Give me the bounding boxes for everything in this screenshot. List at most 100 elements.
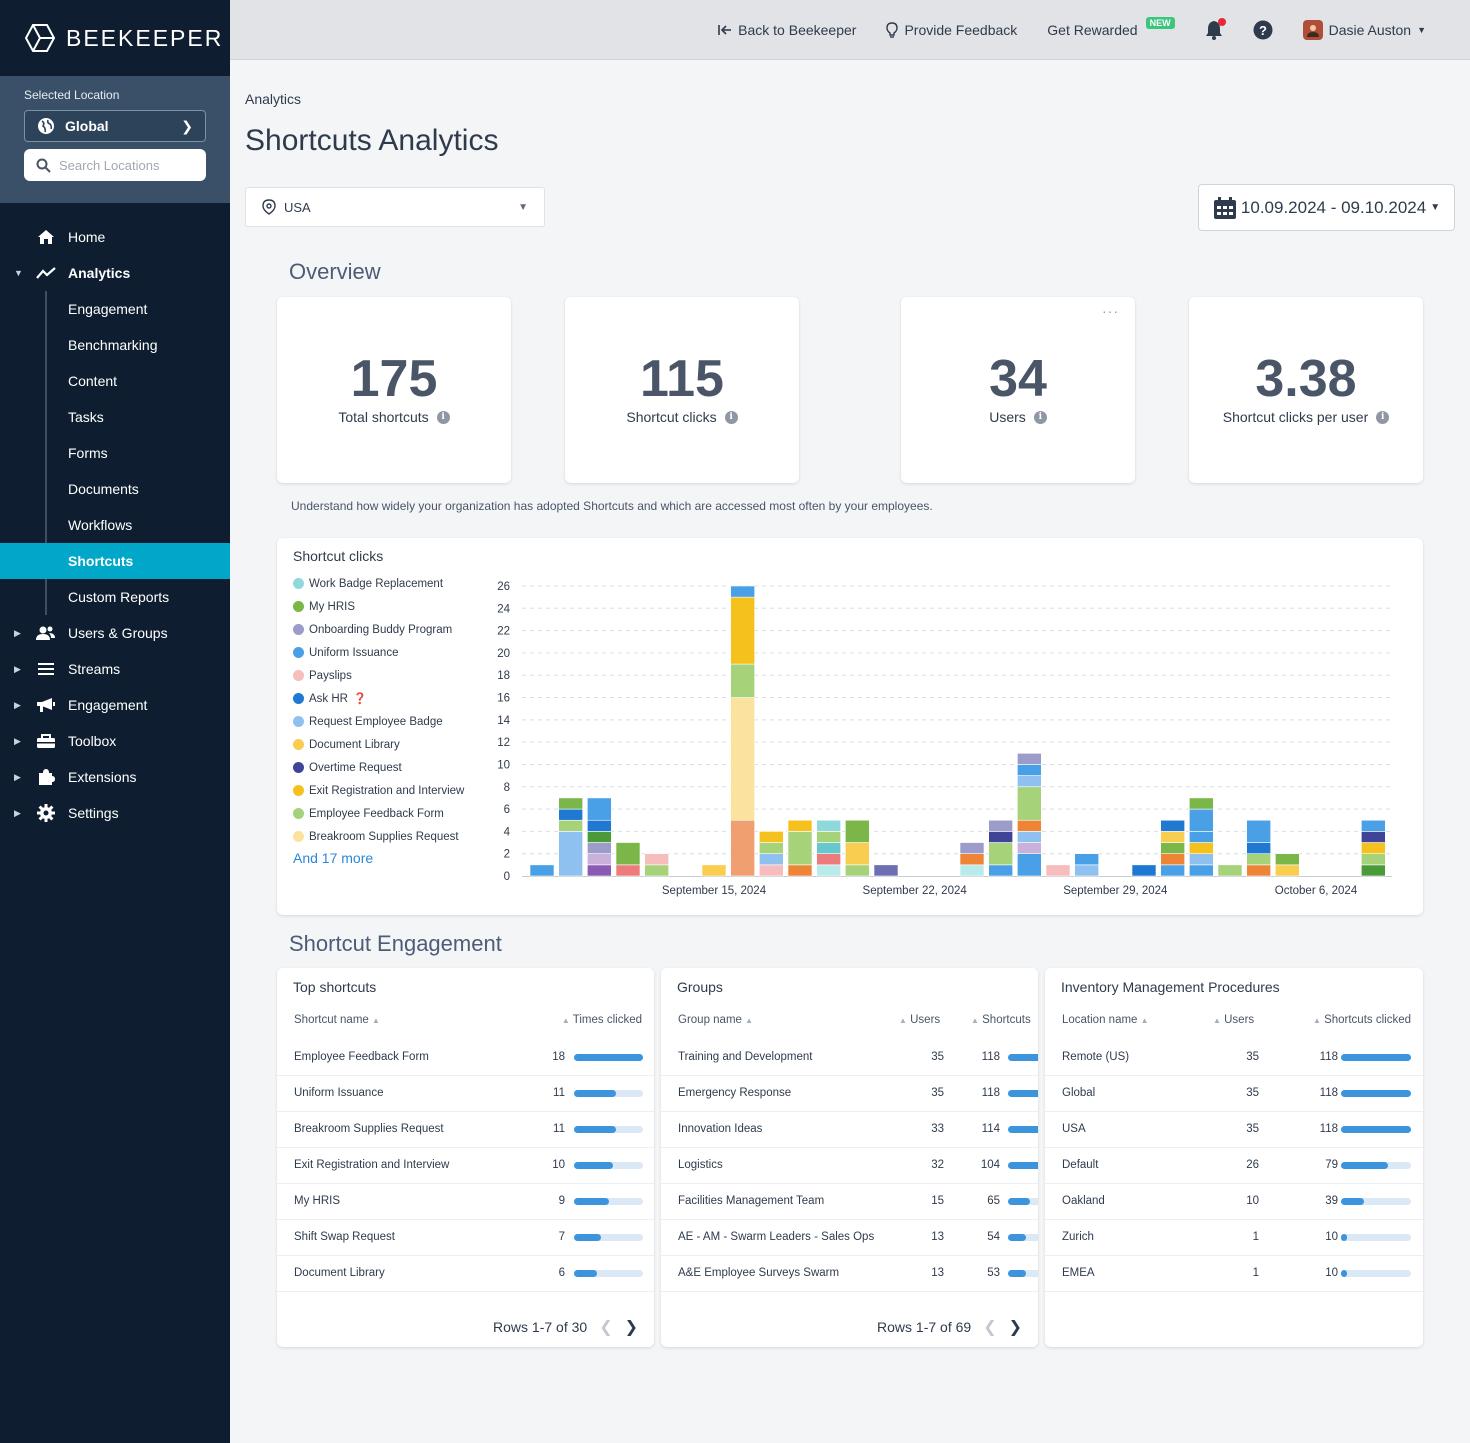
- chart-bar-segment[interactable]: [1189, 853, 1214, 866]
- chart-bar-segment[interactable]: [1275, 853, 1300, 866]
- chart-bar-segment[interactable]: [1074, 864, 1099, 877]
- chart-bar-segment[interactable]: [1160, 819, 1185, 832]
- nav-home[interactable]: Home: [0, 219, 230, 255]
- nav-sub-benchmarking[interactable]: Benchmarking: [0, 327, 230, 363]
- chart-bar-segment[interactable]: [1017, 842, 1042, 854]
- chart-bar-segment[interactable]: [730, 819, 755, 877]
- legend-more-link[interactable]: And 17 more: [293, 850, 374, 866]
- nav-analytics[interactable]: ▼ Analytics: [0, 255, 230, 291]
- chart-bar-segment[interactable]: [1189, 797, 1214, 810]
- chart-bar-segment[interactable]: [587, 831, 612, 843]
- chevron-left-icon[interactable]: ❮: [599, 1319, 613, 1336]
- nav-sub-content[interactable]: Content: [0, 363, 230, 399]
- chart-bar-segment[interactable]: [644, 864, 669, 877]
- provide-feedback-link[interactable]: Provide Feedback: [886, 22, 1017, 38]
- chart-bar-segment[interactable]: [701, 864, 727, 877]
- chart-bar-segment[interactable]: [615, 864, 641, 877]
- chart-bar-segment[interactable]: [759, 842, 784, 854]
- chart-bar-segment[interactable]: [1361, 819, 1386, 832]
- chart-bar-segment[interactable]: [587, 842, 612, 854]
- chart-bar-segment[interactable]: [529, 864, 555, 877]
- chart-bar-segment[interactable]: [1246, 864, 1271, 877]
- table-row[interactable]: A&E Employee Surveys Swarm 13 53: [661, 1256, 1038, 1292]
- table-row[interactable]: Training and Development 35 118: [661, 1040, 1038, 1076]
- chart-bar-segment[interactable]: [1361, 831, 1386, 843]
- table-row[interactable]: Employee Feedback Form 18: [277, 1040, 654, 1076]
- table-row[interactable]: Facilities Management Team 15 65: [661, 1184, 1038, 1220]
- brand[interactable]: BEEKEEPER: [0, 0, 230, 76]
- chart-bar-segment[interactable]: [587, 819, 612, 832]
- nav-streams[interactable]: ▶ Streams: [0, 651, 230, 687]
- chart-bar-segment[interactable]: [1131, 864, 1157, 877]
- nav-sub-tasks[interactable]: Tasks: [0, 399, 230, 435]
- chart-bar-segment[interactable]: [1160, 831, 1185, 843]
- chart-bar-segment[interactable]: [1160, 853, 1185, 866]
- chart-bar-segment[interactable]: [1017, 853, 1042, 877]
- nav-extensions[interactable]: ▶ Extensions: [0, 759, 230, 795]
- chart-bar-segment[interactable]: [558, 808, 583, 821]
- chart-bar-segment[interactable]: [816, 853, 841, 866]
- table-row[interactable]: Default 26 79: [1045, 1148, 1423, 1184]
- chart-bar-segment[interactable]: [1246, 819, 1271, 843]
- breadcrumb[interactable]: Analytics: [245, 91, 302, 107]
- chart-bar-segment[interactable]: [1361, 853, 1386, 866]
- nav-toolbox[interactable]: ▶ Toolbox: [0, 723, 230, 759]
- chart-bar-segment[interactable]: [1017, 753, 1042, 765]
- chart-bar-segment[interactable]: [730, 596, 755, 665]
- legend-item[interactable]: Document Library: [293, 733, 464, 756]
- nav-sub-documents[interactable]: Documents: [0, 471, 230, 507]
- chart-bar-segment[interactable]: [730, 585, 755, 598]
- chart-bar-segment[interactable]: [816, 842, 841, 854]
- table-row[interactable]: Uniform Issuance 11: [277, 1076, 654, 1112]
- chart-bar-segment[interactable]: [1189, 831, 1214, 843]
- col-users[interactable]: ▲ Users: [1213, 1014, 1254, 1026]
- location-selector[interactable]: Global ❯: [24, 110, 206, 142]
- chart-bar-segment[interactable]: [558, 797, 583, 810]
- chart-bar-segment[interactable]: [988, 819, 1013, 832]
- chart-bar-segment[interactable]: [730, 663, 755, 698]
- chart-bar-segment[interactable]: [1074, 853, 1099, 866]
- chart-bar-segment[interactable]: [1361, 842, 1386, 854]
- more-options-icon[interactable]: ···: [1102, 303, 1119, 319]
- chevron-right-icon[interactable]: ❯: [624, 1319, 638, 1336]
- table-row[interactable]: Logistics 32 104: [661, 1148, 1038, 1184]
- chart-bar-segment[interactable]: [988, 864, 1013, 877]
- chart-bar-segment[interactable]: [988, 831, 1013, 843]
- chart-bar-segment[interactable]: [1160, 864, 1185, 877]
- info-icon[interactable]: i: [436, 410, 450, 424]
- nav-settings[interactable]: ▶ Settings: [0, 795, 230, 831]
- table-row[interactable]: Remote (US) 35 118: [1045, 1040, 1423, 1076]
- table-row[interactable]: EMEA 1 10: [1045, 1256, 1423, 1292]
- get-rewarded-link[interactable]: Get Rewarded NEW: [1047, 16, 1175, 38]
- info-icon[interactable]: i: [1376, 410, 1390, 424]
- table-row[interactable]: Exit Registration and Interview 10: [277, 1148, 654, 1184]
- table-row[interactable]: Zurich 1 10: [1045, 1220, 1423, 1256]
- location-search-input[interactable]: Search Locations: [24, 149, 206, 181]
- chart-bar-segment[interactable]: [816, 864, 841, 877]
- chart-bar-segment[interactable]: [1017, 831, 1042, 843]
- chart-bar-segment[interactable]: [787, 831, 813, 866]
- legend-item[interactable]: Breakroom Supplies Request: [293, 825, 464, 848]
- chart-bar-segment[interactable]: [759, 853, 784, 866]
- chart-bar-segment[interactable]: [1160, 842, 1185, 854]
- info-icon[interactable]: i: [724, 410, 738, 424]
- legend-item[interactable]: Work Badge Replacement: [293, 572, 464, 595]
- col-shortcut-name[interactable]: Shortcut name ▲: [294, 1014, 380, 1026]
- chart-bar-segment[interactable]: [759, 831, 784, 843]
- chart-bar-segment[interactable]: [1045, 864, 1071, 877]
- table-row[interactable]: USA 35 118: [1045, 1112, 1423, 1148]
- chevron-right-icon[interactable]: ❯: [1008, 1319, 1022, 1336]
- chart-bar-segment[interactable]: [1189, 864, 1214, 877]
- table-row[interactable]: Shift Swap Request 7: [277, 1220, 654, 1256]
- chart-bar-segment[interactable]: [1017, 819, 1042, 832]
- nav-sub-custom-reports[interactable]: Custom Reports: [0, 579, 230, 615]
- user-menu[interactable]: Dasie Auston ▼: [1302, 19, 1426, 40]
- chart-bar-segment[interactable]: [845, 819, 870, 843]
- chart-bar-segment[interactable]: [959, 853, 985, 866]
- notifications-button[interactable]: [1205, 17, 1226, 40]
- table-row[interactable]: My HRIS 9: [277, 1184, 654, 1220]
- table-row[interactable]: AE - AM - Swarm Leaders - Sales Ops 13 54: [661, 1220, 1038, 1256]
- table-row[interactable]: Document Library 6: [277, 1256, 654, 1292]
- chart-bar-segment[interactable]: [1275, 864, 1300, 877]
- chart-bar-segment[interactable]: [1017, 786, 1042, 821]
